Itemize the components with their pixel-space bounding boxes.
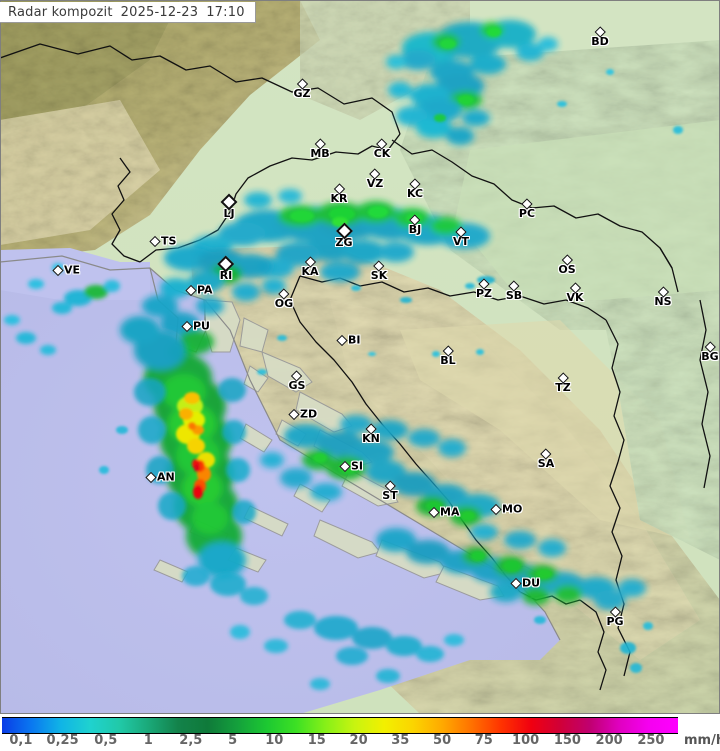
product-title: Radar kompozit (8, 4, 113, 20)
legend-tick-6: 10 (265, 733, 284, 748)
observation-time: 17:10 (206, 4, 245, 20)
legend-tick-15: 250 (637, 733, 665, 748)
legend-tick-labels: 0,1 0,25 0,5 1 2,5 5 10 15 20 35 50 75 100 150 200 250 m… (0, 733, 720, 751)
legend-tick-10: 50 (433, 733, 452, 748)
radar-map-canvas[interactable]: BD GZ MB CK LJ VZ KR KC PC VT BJ ZG TS RI KA SK VE OS PA OG… (0, 0, 720, 714)
legend-tick-14: 200 (595, 733, 623, 748)
legend-tick-1: 0,25 (46, 733, 79, 748)
map-svg (0, 0, 720, 714)
legend-color-bar (2, 717, 678, 734)
legend-tick-7: 15 (307, 733, 326, 748)
legend-tick-8: 20 (349, 733, 368, 748)
legend-tick-3: 1 (143, 733, 153, 748)
legend-tick-13: 150 (553, 733, 581, 748)
observation-date: 2025-12-23 (120, 4, 199, 20)
legend-tick-12: 100 (512, 733, 540, 748)
legend-tick-9: 35 (391, 733, 410, 748)
legend-tick-11: 75 (474, 733, 493, 748)
legend-tick-2: 0,5 (94, 733, 118, 748)
title-bar: Radar kompozit 2025-12-23 17:10 (0, 2, 256, 23)
legend-tick-4: 2,5 (179, 733, 203, 748)
precipitation-legend: 0,1 0,25 0,5 1 2,5 5 10 15 20 35 50 75 100 150 200 250 m… (0, 714, 720, 751)
legend-unit: mm/h (684, 733, 720, 748)
legend-tick-0: 0,1 (9, 733, 33, 748)
legend-tick-5: 5 (228, 733, 238, 748)
